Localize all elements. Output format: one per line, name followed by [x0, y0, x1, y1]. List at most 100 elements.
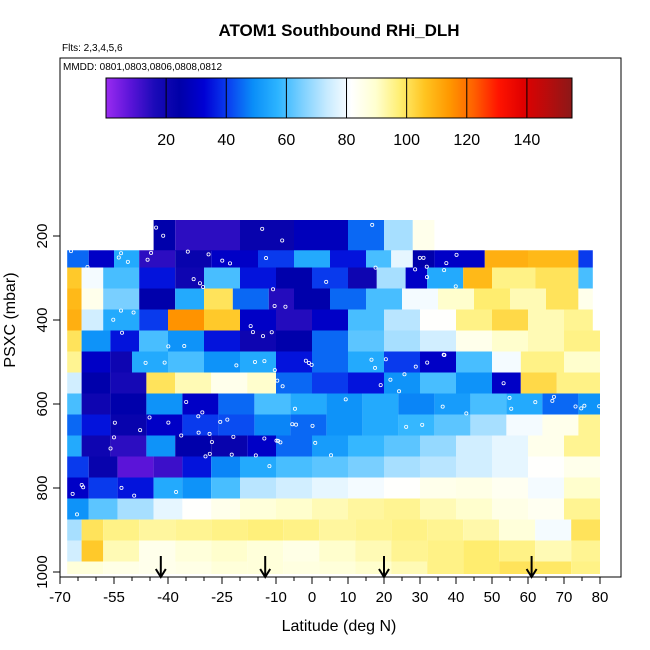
heatmap-cell	[103, 519, 140, 541]
sample-marker	[260, 226, 265, 231]
heatmap-cell	[578, 414, 600, 436]
sample-marker	[108, 446, 113, 451]
y-tick-label: 600	[34, 391, 51, 416]
heatmap-cell	[484, 250, 528, 268]
heatmap-cell	[438, 288, 474, 310]
heatmap-cell	[384, 309, 420, 331]
sample-marker	[313, 440, 318, 445]
heatmap-cell	[542, 414, 579, 436]
heatmap-cell	[110, 435, 147, 457]
heatmap-cell	[88, 498, 118, 520]
heatmap-cell	[420, 330, 456, 352]
heatmap-cell	[175, 435, 212, 457]
heatmap-cell	[232, 288, 269, 310]
sample-marker	[597, 404, 602, 409]
heatmap-cell	[391, 540, 428, 562]
x-tick-label: -70	[49, 589, 71, 606]
sample-marker	[116, 255, 121, 260]
heatmap-cell	[168, 330, 204, 352]
heatmap-cell	[492, 435, 528, 457]
heatmap-cell	[81, 267, 104, 289]
heatmap-cell	[456, 498, 492, 520]
x-tick-label: 70	[556, 589, 573, 606]
heatmap-cell	[88, 456, 118, 478]
sample-marker	[81, 485, 86, 490]
heatmap-cell	[103, 288, 140, 310]
sample-marker	[404, 424, 409, 429]
sample-marker	[118, 308, 123, 313]
heatmap-cell	[355, 561, 392, 574]
sample-marker	[310, 423, 315, 428]
heatmap-cell	[81, 540, 104, 562]
heatmap-cell	[247, 519, 284, 541]
heatmap-cell	[146, 393, 183, 415]
heatmap-cell	[463, 561, 500, 574]
heatmap-cell	[103, 309, 140, 331]
heatmap-cell	[247, 372, 276, 394]
heatmap-cell	[67, 414, 82, 436]
heatmap-cell	[564, 456, 600, 478]
sample-marker	[454, 252, 459, 257]
heatmap-cell	[139, 561, 176, 574]
heatmap-cell	[139, 330, 168, 352]
heatmap-cell	[492, 372, 521, 394]
heatmap-cell	[168, 351, 204, 373]
heatmap-cell	[81, 393, 111, 415]
sample-marker	[234, 363, 239, 368]
heatmap-cell	[153, 456, 183, 478]
sample-marker	[373, 265, 378, 270]
heatmap-cell	[67, 309, 82, 331]
heatmap-cell	[391, 519, 428, 541]
heatmap-cell	[81, 330, 111, 352]
heatmap-cell	[456, 456, 492, 478]
sample-marker	[290, 422, 295, 427]
heatmap-cell	[81, 372, 111, 394]
heatmap-cell	[384, 220, 413, 252]
heatmap-cell	[535, 540, 572, 562]
heatmap-cell	[578, 288, 593, 310]
heatmap-cell	[571, 561, 600, 574]
heatmap-cell	[88, 477, 118, 499]
heatmap-cell	[110, 372, 147, 394]
sample-marker	[201, 284, 206, 289]
sample-marker	[280, 384, 285, 389]
heatmap-cell	[204, 267, 240, 289]
heatmap-cell	[348, 330, 384, 352]
heatmap-cell	[240, 220, 294, 252]
heatmap-cell	[175, 288, 204, 310]
sample-marker	[276, 438, 281, 443]
heatmap-cell	[405, 267, 428, 289]
heatmap-cell	[67, 561, 104, 574]
sample-marker	[132, 493, 137, 498]
heatmap-cell	[283, 561, 320, 574]
heatmap-cell	[434, 393, 471, 415]
heatmap-cell	[319, 519, 356, 541]
heatmap-cell	[67, 498, 89, 520]
heatmap-cell	[254, 414, 291, 436]
sample-marker	[274, 438, 279, 443]
sample-marker	[424, 264, 429, 269]
heatmap-cell	[427, 561, 464, 574]
heatmap-cell	[276, 477, 312, 499]
heatmap-cell	[420, 372, 456, 394]
sample-marker	[370, 222, 375, 227]
heatmap-cell	[276, 456, 312, 478]
heatmap-cell	[564, 435, 600, 457]
heatmap-cell	[182, 456, 212, 478]
heatmap-cell	[384, 498, 420, 520]
heatmap-cell	[362, 393, 399, 415]
sample-marker	[306, 360, 311, 365]
sample-marker	[262, 436, 267, 441]
heatmap-cell	[348, 267, 377, 289]
heatmap-cell	[81, 351, 111, 373]
heatmap-cell	[528, 498, 564, 520]
sample-marker	[551, 394, 556, 399]
arrow-head	[525, 568, 538, 579]
sample-marker	[442, 268, 447, 273]
heatmap-cell	[283, 540, 320, 562]
sample-marker	[162, 360, 167, 365]
sample-marker	[185, 249, 190, 254]
heatmap-cell	[366, 288, 402, 310]
heatmap-cell	[211, 519, 248, 541]
